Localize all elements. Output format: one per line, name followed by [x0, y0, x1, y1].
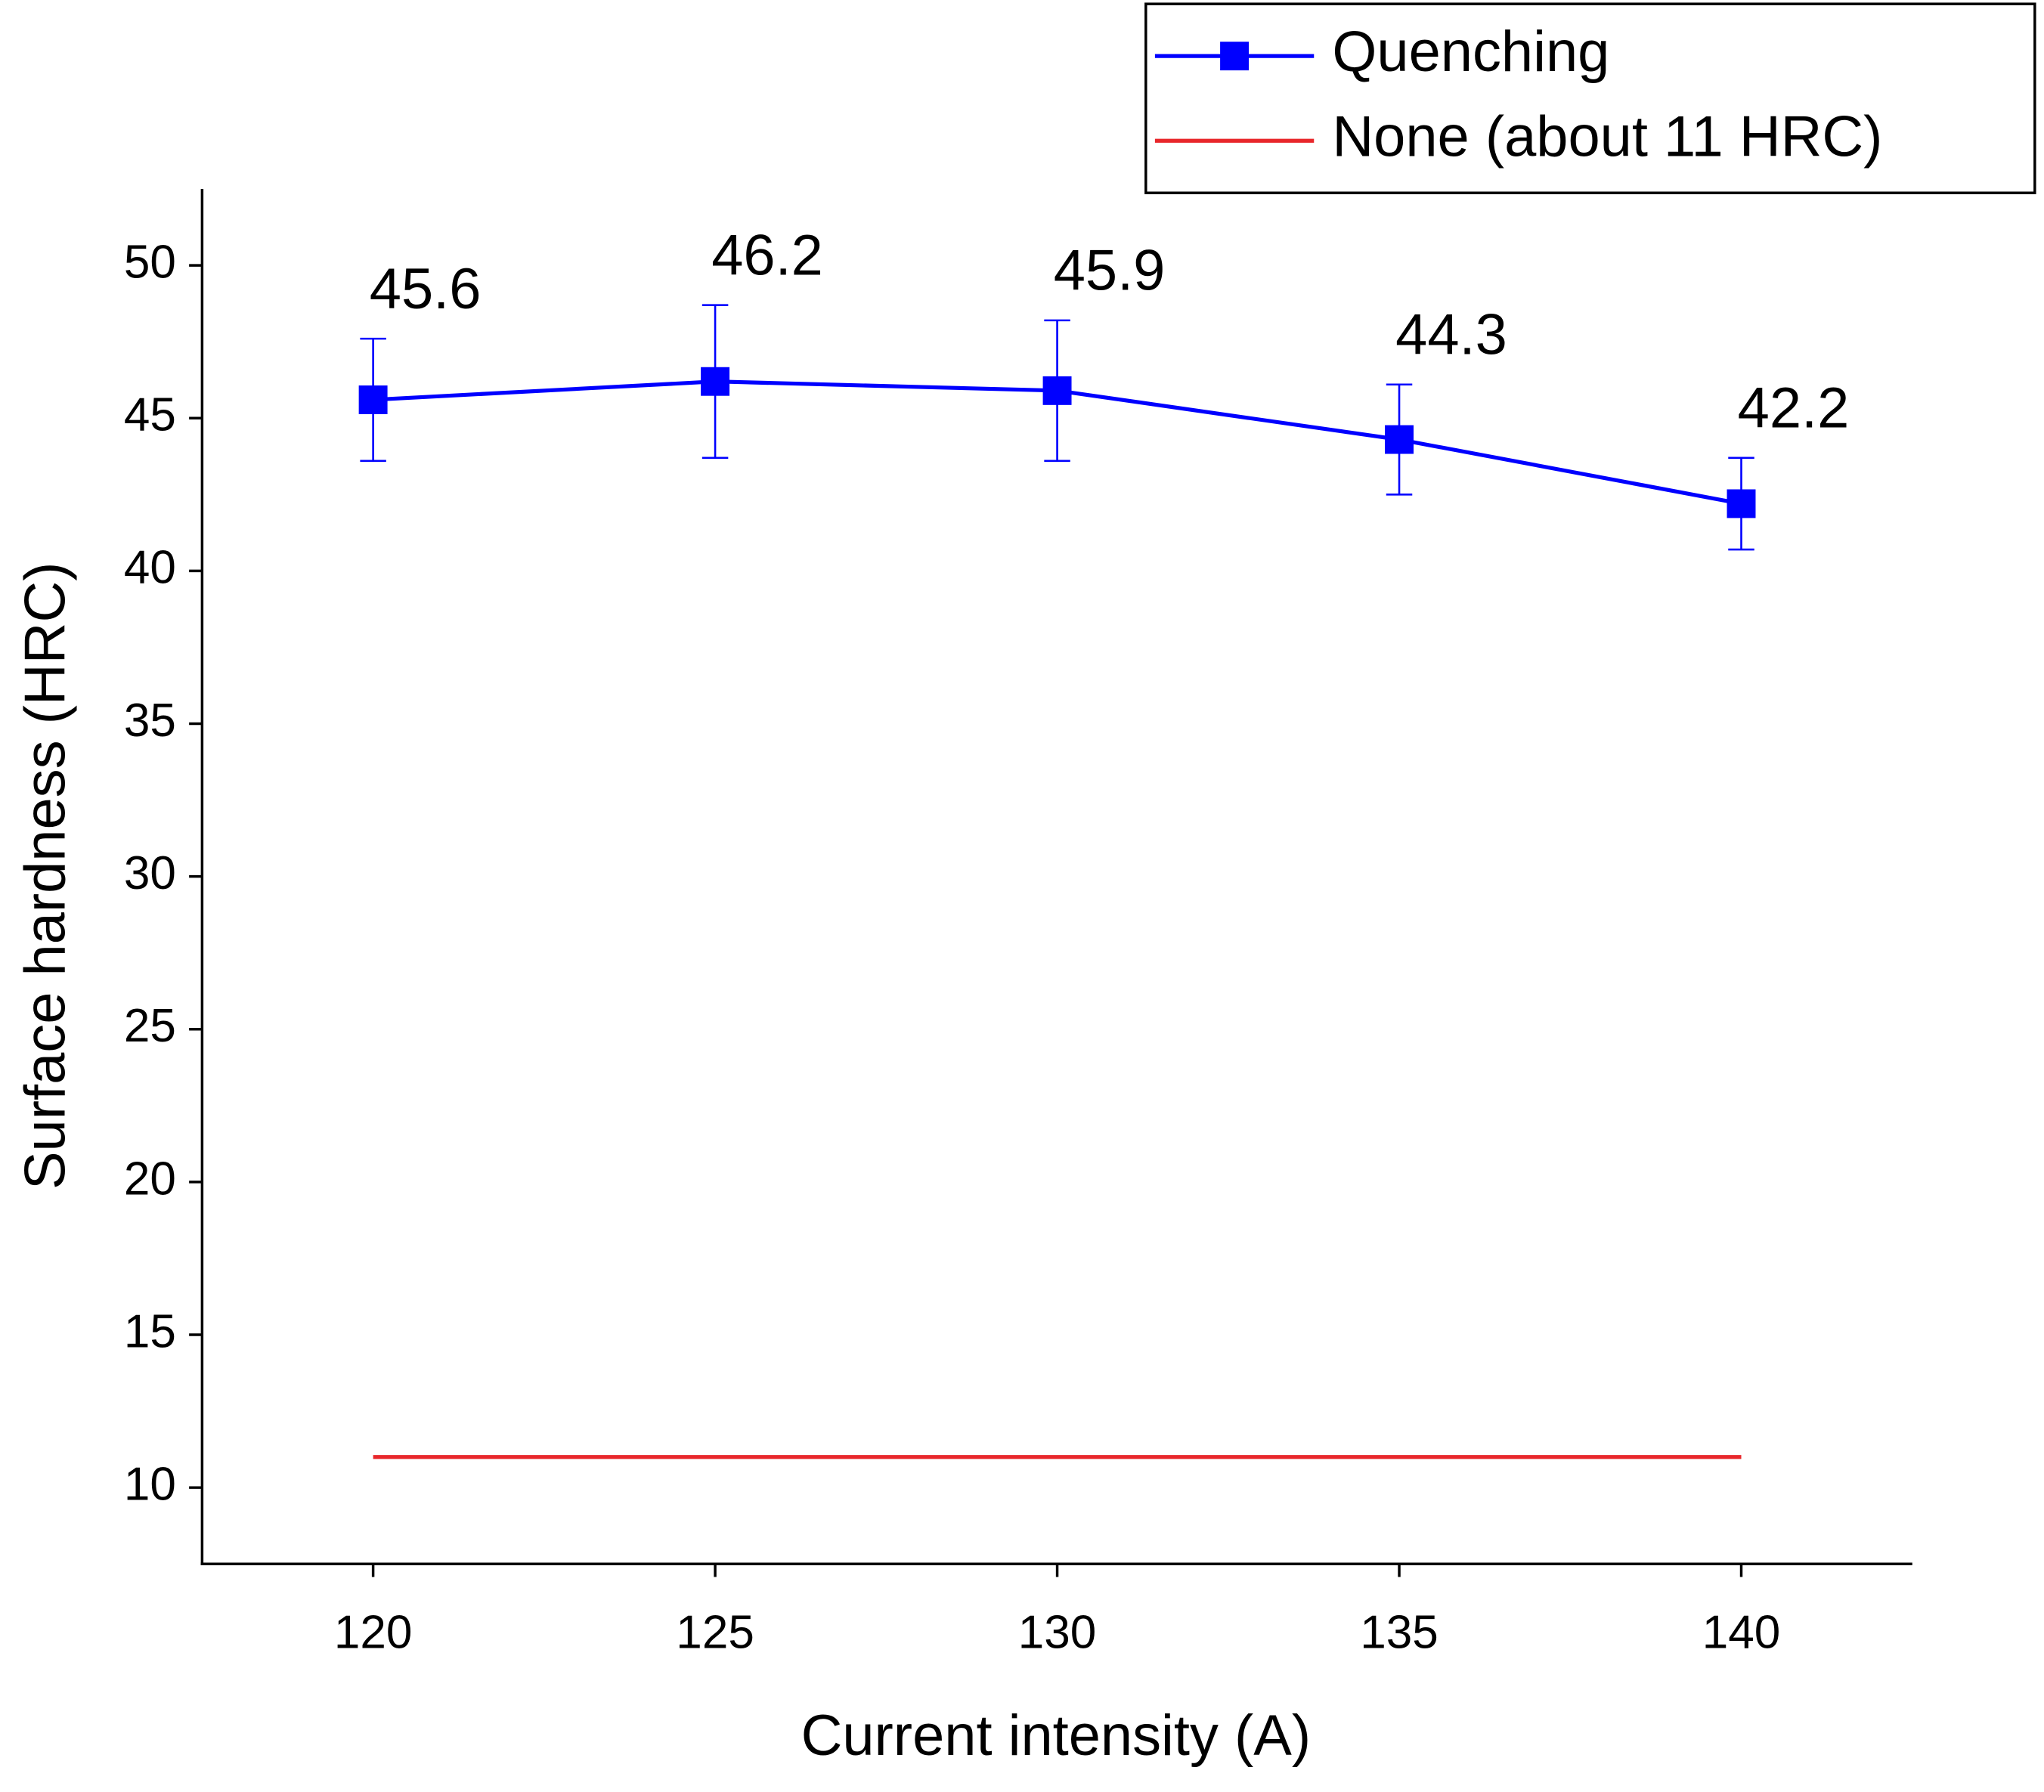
y-tick-label: 15 — [124, 1305, 176, 1357]
x-tick-label: 140 — [1702, 1606, 1781, 1658]
data-label: 45.9 — [1054, 239, 1166, 303]
x-tick-label: 125 — [676, 1606, 754, 1658]
y-tick-label: 30 — [124, 847, 176, 899]
marker — [358, 385, 388, 414]
y-tick-label: 45 — [124, 389, 176, 441]
data-label: 45.6 — [370, 257, 482, 321]
legend-label: None (about 11 HRC) — [1332, 104, 1882, 169]
data-label: 46.2 — [711, 223, 823, 287]
y-tick-label: 10 — [124, 1459, 176, 1511]
y-tick-label: 25 — [124, 1000, 176, 1052]
data-label: 44.3 — [1395, 302, 1507, 367]
y-tick-label: 35 — [124, 695, 176, 747]
y-axis-title: Surface hardness (HRC) — [14, 562, 78, 1190]
marker — [1042, 376, 1072, 405]
x-tick-label: 130 — [1018, 1606, 1097, 1658]
data-label: 42.2 — [1738, 376, 1850, 440]
x-tick-label: 120 — [334, 1606, 413, 1658]
y-tick-label: 50 — [124, 236, 176, 288]
marker — [1727, 489, 1756, 518]
legend-box — [1144, 2, 2036, 194]
marker — [1385, 425, 1414, 454]
y-tick-label: 40 — [124, 542, 176, 594]
x-axis-title: Current intensity (A) — [801, 1704, 1312, 1768]
legend-label: Quenching — [1332, 20, 1609, 84]
legend-marker — [1220, 42, 1250, 71]
x-tick-label: 135 — [1360, 1606, 1439, 1658]
marker — [701, 367, 730, 396]
y-tick-label: 20 — [124, 1153, 176, 1205]
